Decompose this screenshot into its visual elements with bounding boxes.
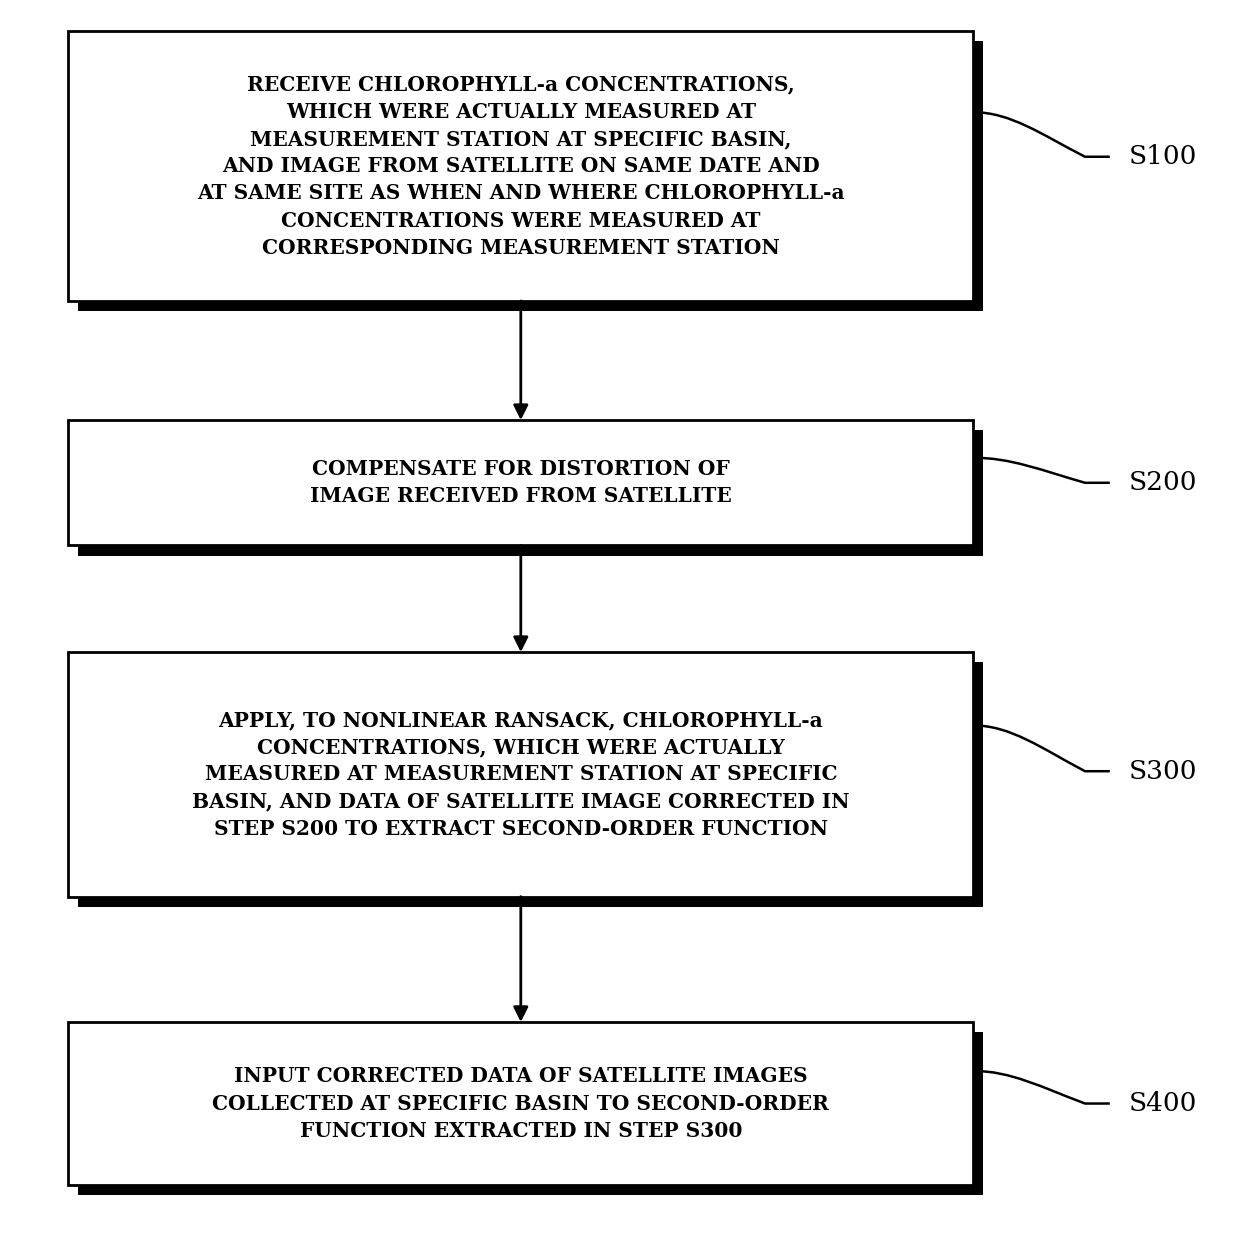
- Text: RECEIVE CHLOROPHYLL-a CONCENTRATIONS,
WHICH WERE ACTUALLY MEASURED AT
MEASUREMEN: RECEIVE CHLOROPHYLL-a CONCENTRATIONS, WH…: [197, 74, 844, 258]
- FancyBboxPatch shape: [78, 430, 983, 556]
- Text: S300: S300: [1128, 759, 1197, 784]
- Text: APPLY, TO NONLINEAR RANSACK, CHLOROPHYLL-a
CONCENTRATIONS, WHICH WERE ACTUALLY
M: APPLY, TO NONLINEAR RANSACK, CHLOROPHYLL…: [192, 710, 849, 839]
- FancyBboxPatch shape: [68, 652, 973, 897]
- FancyBboxPatch shape: [68, 1022, 973, 1185]
- Text: S100: S100: [1128, 144, 1197, 169]
- FancyBboxPatch shape: [68, 420, 973, 545]
- FancyBboxPatch shape: [68, 31, 973, 301]
- Text: S200: S200: [1128, 470, 1197, 495]
- FancyBboxPatch shape: [78, 662, 983, 907]
- FancyBboxPatch shape: [78, 41, 983, 311]
- FancyBboxPatch shape: [78, 1032, 983, 1195]
- Text: S400: S400: [1128, 1091, 1197, 1116]
- Text: COMPENSATE FOR DISTORTION OF
IMAGE RECEIVED FROM SATELLITE: COMPENSATE FOR DISTORTION OF IMAGE RECEI…: [310, 459, 732, 507]
- Text: INPUT CORRECTED DATA OF SATELLITE IMAGES
COLLECTED AT SPECIFIC BASIN TO SECOND-O: INPUT CORRECTED DATA OF SATELLITE IMAGES…: [212, 1066, 830, 1141]
